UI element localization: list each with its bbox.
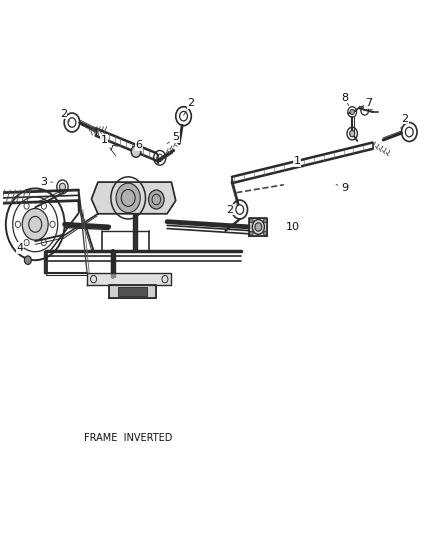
- Circle shape: [60, 183, 66, 191]
- Circle shape: [250, 231, 253, 236]
- Text: 2: 2: [226, 205, 236, 215]
- Text: 7: 7: [364, 98, 372, 111]
- Circle shape: [255, 223, 262, 231]
- Text: 9: 9: [336, 183, 348, 193]
- Text: 4: 4: [17, 243, 27, 253]
- Circle shape: [25, 256, 32, 264]
- Text: 10: 10: [286, 222, 300, 232]
- Polygon shape: [109, 285, 156, 298]
- Text: 8: 8: [341, 93, 349, 106]
- Circle shape: [264, 231, 267, 236]
- Text: 1: 1: [293, 156, 304, 167]
- Text: 1: 1: [101, 135, 116, 156]
- Text: 2: 2: [401, 114, 409, 128]
- Polygon shape: [87, 273, 171, 285]
- Polygon shape: [249, 218, 268, 236]
- Circle shape: [264, 219, 267, 223]
- Circle shape: [250, 219, 253, 223]
- Circle shape: [131, 146, 141, 157]
- Circle shape: [116, 183, 140, 213]
- Text: FRAME  INVERTED: FRAME INVERTED: [84, 433, 173, 443]
- Polygon shape: [92, 182, 176, 214]
- Text: 5: 5: [167, 132, 179, 143]
- Text: 6: 6: [135, 140, 142, 153]
- Polygon shape: [118, 287, 147, 296]
- Text: 2: 2: [184, 98, 194, 115]
- Circle shape: [350, 109, 354, 115]
- Circle shape: [148, 190, 164, 209]
- Circle shape: [22, 208, 48, 240]
- Circle shape: [350, 131, 355, 137]
- Text: 2: 2: [60, 109, 70, 122]
- Text: 3: 3: [40, 177, 53, 187]
